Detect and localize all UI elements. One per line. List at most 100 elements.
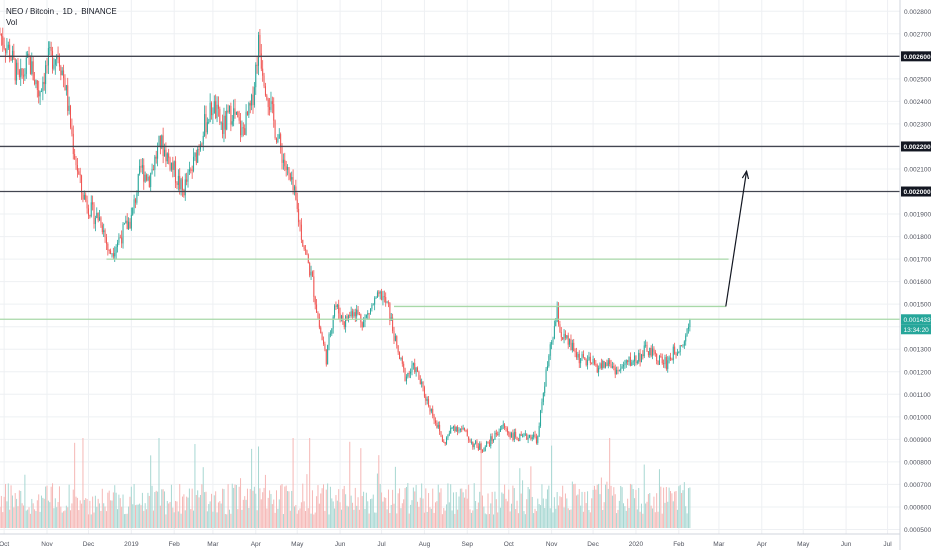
candle-body bbox=[166, 153, 168, 162]
candle bbox=[371, 303, 373, 312]
candle bbox=[188, 161, 190, 175]
x-tick-label: 2020 bbox=[629, 541, 644, 548]
volume-bar bbox=[512, 485, 514, 528]
volume-bar bbox=[180, 513, 182, 528]
candle-body bbox=[524, 433, 526, 435]
volume-bar bbox=[389, 513, 391, 528]
candle-body bbox=[459, 428, 461, 431]
volume-bar bbox=[560, 497, 562, 528]
candle-body bbox=[383, 296, 385, 298]
candle bbox=[118, 233, 120, 246]
volume-bar bbox=[506, 501, 508, 528]
candle-body bbox=[67, 85, 69, 111]
candle-body bbox=[661, 356, 663, 364]
volume-bar bbox=[302, 483, 304, 528]
candle bbox=[240, 112, 242, 142]
candle-body bbox=[143, 165, 145, 182]
candle bbox=[397, 345, 399, 355]
candle-body bbox=[188, 169, 190, 172]
volume-bar bbox=[375, 512, 377, 528]
volume-bar bbox=[628, 508, 630, 528]
candle-body bbox=[251, 94, 253, 106]
volume-bar bbox=[538, 504, 540, 528]
candle-body bbox=[616, 369, 618, 375]
x-tick-label: Jun bbox=[335, 541, 346, 548]
candle-body bbox=[476, 441, 478, 447]
volume-bar bbox=[273, 499, 275, 528]
candle bbox=[488, 439, 490, 448]
candle bbox=[511, 431, 513, 438]
candle-body bbox=[94, 218, 96, 225]
candle-body bbox=[657, 360, 659, 365]
volume-bar bbox=[5, 483, 7, 528]
y-tick-label: 0.001600 bbox=[904, 279, 931, 286]
candle-body bbox=[155, 156, 157, 159]
candle bbox=[571, 339, 573, 353]
candle-body bbox=[56, 56, 58, 60]
candle-body bbox=[46, 65, 48, 67]
volume-bar bbox=[334, 508, 336, 528]
candle-body bbox=[5, 48, 7, 53]
candle-body bbox=[125, 220, 127, 224]
legend-symbol[interactable]: NEO / Bitcoin bbox=[6, 7, 55, 16]
candle bbox=[72, 125, 74, 160]
volume-bar bbox=[425, 488, 427, 528]
volume-bar bbox=[345, 494, 347, 528]
candle-body bbox=[340, 315, 342, 320]
volume-bar bbox=[466, 498, 468, 528]
candle bbox=[386, 300, 388, 304]
candle bbox=[298, 202, 300, 227]
candle-body bbox=[53, 64, 55, 69]
candle bbox=[194, 152, 196, 161]
candle bbox=[593, 358, 595, 366]
candle-body bbox=[455, 427, 457, 432]
candle-body bbox=[528, 435, 530, 438]
volume-bar bbox=[6, 501, 8, 528]
candle-body bbox=[415, 367, 417, 373]
volume-bar bbox=[60, 506, 62, 528]
volume-bar bbox=[618, 500, 620, 528]
candle-body bbox=[363, 321, 365, 328]
volume-bar bbox=[495, 499, 497, 528]
candle bbox=[486, 440, 488, 448]
volume-bar bbox=[299, 508, 301, 528]
candle bbox=[186, 172, 188, 186]
volume-bar bbox=[21, 503, 23, 528]
volume-bar bbox=[148, 495, 150, 528]
candle bbox=[132, 207, 134, 216]
candle-body bbox=[223, 115, 225, 134]
candle-body bbox=[206, 122, 208, 133]
candle-body bbox=[93, 204, 95, 225]
candle-body bbox=[242, 127, 244, 129]
candle-body bbox=[18, 70, 20, 78]
candle bbox=[367, 310, 369, 320]
candle-body bbox=[545, 369, 547, 387]
candle bbox=[281, 143, 283, 170]
candle bbox=[249, 100, 251, 114]
volume-bar bbox=[448, 502, 450, 528]
candle bbox=[353, 309, 355, 319]
candle-body bbox=[31, 61, 33, 74]
candle bbox=[452, 425, 454, 432]
candle-body bbox=[36, 80, 38, 91]
candle-body bbox=[114, 253, 116, 257]
volume-bar bbox=[83, 499, 85, 528]
candle bbox=[61, 67, 63, 76]
candle bbox=[446, 436, 448, 446]
candle bbox=[528, 434, 530, 439]
volume-bar bbox=[7, 483, 9, 528]
candle-body bbox=[68, 105, 70, 111]
volume-bar bbox=[461, 488, 463, 528]
countdown-bg bbox=[901, 324, 931, 335]
volume-bar bbox=[679, 485, 681, 528]
candle bbox=[197, 146, 199, 164]
candle bbox=[342, 312, 344, 325]
candle bbox=[418, 370, 420, 380]
volume-bar bbox=[502, 493, 504, 528]
volume-bar bbox=[657, 511, 659, 528]
candle bbox=[108, 249, 110, 254]
volume-bar bbox=[158, 438, 160, 528]
candle bbox=[184, 173, 186, 201]
